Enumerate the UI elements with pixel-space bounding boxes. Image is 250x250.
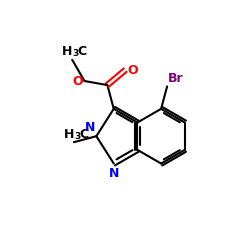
- Text: N: N: [85, 121, 95, 134]
- Text: H: H: [62, 46, 72, 59]
- Text: 3: 3: [72, 50, 78, 58]
- Text: H: H: [64, 128, 74, 141]
- Text: 3: 3: [74, 132, 80, 141]
- Text: C: C: [78, 46, 87, 59]
- Text: Br: Br: [168, 72, 184, 85]
- Text: N: N: [108, 166, 119, 179]
- Text: C: C: [79, 128, 88, 141]
- Text: O: O: [72, 74, 83, 88]
- Text: O: O: [127, 64, 138, 76]
